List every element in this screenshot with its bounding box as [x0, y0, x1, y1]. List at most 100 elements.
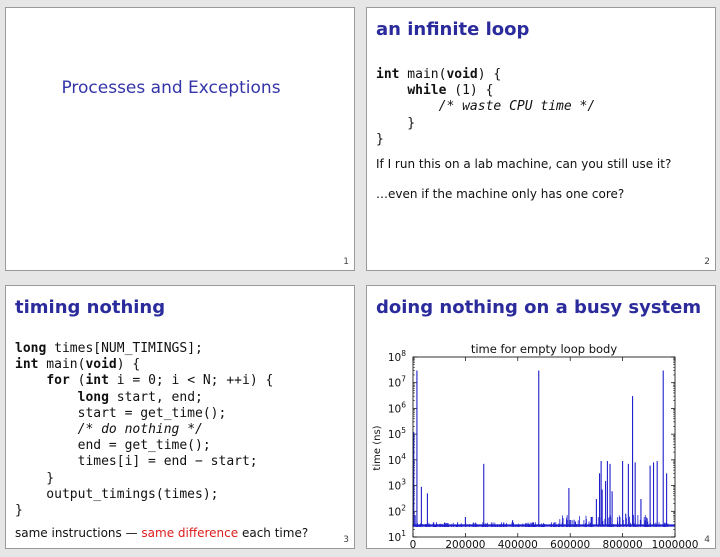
code-keyword: while — [407, 83, 447, 99]
slide-4: doing nothing on a busy system time for … — [366, 285, 716, 549]
code-block: int main(void) { while (1) { /* waste CP… — [376, 67, 595, 148]
code-keyword: for — [46, 373, 70, 389]
code-line: long start, end; — [15, 390, 203, 405]
code-token: times[i] = end − start; — [15, 454, 258, 470]
code-keyword: void — [446, 67, 478, 82]
code-token: } — [15, 503, 23, 519]
code-keyword: void — [85, 357, 117, 373]
slide-3: timing nothing long times[NUM_TIMINGS]; … — [5, 285, 355, 549]
code-token: } — [376, 131, 384, 147]
chart-title: time for empty loop body — [471, 342, 618, 356]
code-block: long times[NUM_TIMINGS]; int main(void) … — [15, 341, 273, 519]
code-token — [15, 373, 46, 388]
page-number: 3 — [343, 535, 349, 545]
y-tick-exponent: 4 — [401, 452, 406, 461]
code-line: } — [376, 116, 415, 131]
footer-text-start: same instructions — — [15, 526, 142, 540]
code-line: end = get_time(); — [15, 438, 211, 453]
y-tick-exponent: 1 — [401, 529, 406, 538]
y-tick-exponent: 2 — [401, 503, 406, 512]
page-number: 2 — [704, 257, 710, 267]
code-line: } — [15, 471, 54, 486]
slide-title: Processes and Exceptions — [61, 78, 281, 98]
footer-text-end: each time? — [238, 526, 309, 540]
slide-2: an infinite loop int main(void) { while … — [366, 7, 716, 271]
code-comment: /* do nothing */ — [77, 422, 203, 438]
code-token — [15, 390, 78, 405]
y-tick-label: 105 — [388, 426, 406, 441]
code-keyword: int — [376, 67, 400, 82]
code-token: i = 0; i < N; ++i) { — [108, 373, 274, 389]
code-line: for (int i = 0; i < N; ++i) { — [15, 373, 273, 388]
y-tick-label: 101 — [388, 529, 406, 544]
code-line: start = get_time(); — [15, 405, 227, 421]
slide-title: an infinite loop — [376, 19, 530, 40]
y-tick-label: 107 — [388, 375, 406, 390]
x-tick-label: 1000000 — [652, 539, 699, 548]
x-tick-label: 600000 — [550, 539, 590, 548]
y-tick-base: 10 — [388, 455, 401, 467]
code-token — [376, 83, 407, 98]
page-number: 4 — [704, 535, 710, 545]
slide-1: Processes and Exceptions 1 — [5, 7, 355, 271]
footer-text: same instructions — same difference each… — [15, 526, 308, 540]
code-token: ) { — [116, 357, 141, 373]
y-tick-exponent: 7 — [401, 375, 406, 384]
slide-title: timing nothing — [15, 297, 166, 318]
code-line: output_timings(times); — [15, 486, 219, 502]
code-line: int main(void) { — [376, 67, 501, 82]
y-tick-base: 10 — [388, 506, 401, 518]
code-token: (1) { — [446, 83, 494, 99]
code-token: } — [15, 470, 55, 486]
code-line: /* do nothing */ — [15, 422, 203, 437]
y-tick-label: 106 — [388, 400, 406, 415]
x-tick-label: 0 — [410, 539, 417, 548]
code-keyword: int — [15, 357, 39, 373]
code-token: ) { — [477, 67, 502, 82]
x-tick-label: 200000 — [445, 539, 485, 548]
x-tick-label: 400000 — [498, 539, 538, 548]
code-token: ( — [69, 373, 86, 389]
code-line: } — [15, 503, 23, 518]
code-token: } — [376, 115, 416, 131]
code-token — [15, 422, 78, 437]
code-line: int main(void) { — [15, 357, 140, 372]
code-line: times[i] = end − start; — [15, 454, 258, 469]
page-number: 1 — [343, 257, 349, 267]
y-tick-exponent: 3 — [401, 478, 406, 487]
code-token: output_timings(times); — [15, 486, 219, 502]
y-tick-label: 102 — [388, 503, 406, 518]
code-keyword: long — [15, 341, 47, 356]
code-token: end = get_time(); — [15, 438, 211, 454]
y-tick-exponent: 8 — [401, 349, 406, 358]
y-tick-base: 10 — [388, 429, 401, 441]
body-text-followup: …even if the machine only has one core? — [376, 187, 625, 201]
timing-chart: time for empty loop body time (ns) 10110… — [372, 342, 699, 548]
code-token: times[NUM_TIMINGS]; — [46, 341, 203, 356]
code-token — [376, 99, 439, 114]
code-token: main( — [38, 357, 86, 373]
code-line: /* waste CPU time */ — [376, 99, 596, 115]
y-tick-exponent: 5 — [401, 426, 406, 435]
y-tick-base: 10 — [388, 532, 401, 544]
highlight-text: same difference — [141, 526, 239, 540]
code-keyword: int — [85, 373, 109, 389]
y-tick-label: 104 — [388, 452, 406, 467]
y-tick-base: 10 — [388, 403, 401, 415]
code-keyword: long — [77, 389, 109, 405]
code-comment: /* waste CPU time */ — [438, 99, 596, 115]
y-tick-base: 10 — [388, 481, 401, 493]
code-line: } — [376, 132, 384, 147]
code-token: start = get_time(); — [15, 405, 227, 421]
body-text-question: If I run this on a lab machine, can you … — [376, 157, 672, 171]
y-tick-base: 10 — [388, 378, 401, 390]
y-tick-label: 103 — [388, 478, 406, 493]
code-token: main( — [399, 67, 447, 82]
code-line: long times[NUM_TIMINGS]; — [15, 341, 203, 356]
y-tick-base: 10 — [388, 352, 401, 364]
y-tick-label: 108 — [388, 349, 406, 364]
y-tick-exponent: 6 — [401, 400, 406, 409]
plot-frame — [412, 356, 676, 538]
y-axis-label: time (ns) — [372, 425, 383, 470]
slide-title: doing nothing on a busy system — [376, 297, 702, 318]
